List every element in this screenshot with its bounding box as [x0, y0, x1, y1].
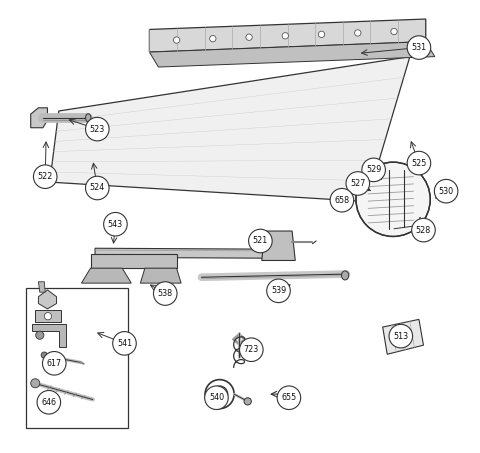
- Polygon shape: [31, 108, 48, 128]
- Text: 513: 513: [393, 332, 408, 341]
- Circle shape: [154, 282, 177, 305]
- Circle shape: [249, 229, 272, 253]
- Text: 617: 617: [47, 359, 62, 368]
- Circle shape: [391, 29, 397, 35]
- Polygon shape: [95, 248, 269, 258]
- Circle shape: [210, 35, 216, 42]
- Circle shape: [407, 151, 431, 175]
- Polygon shape: [91, 254, 177, 268]
- Text: 531: 531: [411, 43, 427, 52]
- Polygon shape: [262, 231, 295, 260]
- Circle shape: [434, 179, 458, 203]
- Circle shape: [113, 332, 136, 355]
- Circle shape: [330, 188, 354, 212]
- Circle shape: [204, 386, 228, 410]
- Circle shape: [240, 338, 263, 361]
- Text: 543: 543: [108, 220, 123, 229]
- Ellipse shape: [265, 248, 274, 258]
- Circle shape: [173, 37, 180, 43]
- Ellipse shape: [85, 114, 91, 122]
- Text: 539: 539: [271, 286, 286, 295]
- Circle shape: [282, 33, 288, 39]
- Polygon shape: [149, 42, 435, 67]
- Circle shape: [346, 172, 370, 195]
- Text: 655: 655: [281, 393, 297, 402]
- Text: 538: 538: [158, 289, 173, 298]
- Text: 658: 658: [335, 196, 349, 205]
- Text: 723: 723: [244, 345, 259, 354]
- Polygon shape: [38, 290, 57, 309]
- Circle shape: [412, 218, 435, 242]
- Text: 528: 528: [416, 226, 431, 235]
- Circle shape: [85, 176, 109, 200]
- Text: 527: 527: [350, 179, 365, 188]
- Circle shape: [36, 331, 44, 339]
- Text: 646: 646: [41, 398, 56, 407]
- Circle shape: [277, 386, 300, 410]
- Circle shape: [212, 386, 228, 402]
- Circle shape: [104, 212, 127, 236]
- Text: 523: 523: [90, 125, 105, 134]
- Circle shape: [389, 324, 413, 348]
- Polygon shape: [383, 319, 423, 354]
- Text: 540: 540: [209, 393, 224, 402]
- Circle shape: [356, 162, 430, 236]
- Circle shape: [85, 117, 109, 141]
- Ellipse shape: [341, 271, 348, 280]
- Circle shape: [318, 31, 324, 38]
- Polygon shape: [35, 310, 61, 322]
- Polygon shape: [32, 324, 66, 347]
- Text: 524: 524: [90, 183, 105, 193]
- Text: 522: 522: [37, 172, 53, 181]
- Text: 530: 530: [439, 187, 454, 196]
- Circle shape: [31, 379, 40, 388]
- Polygon shape: [82, 268, 132, 283]
- Circle shape: [244, 398, 252, 405]
- FancyBboxPatch shape: [26, 288, 128, 428]
- Polygon shape: [38, 282, 45, 292]
- Text: 541: 541: [117, 339, 132, 348]
- Circle shape: [34, 165, 57, 188]
- Polygon shape: [50, 57, 410, 202]
- Circle shape: [41, 352, 48, 358]
- Polygon shape: [149, 19, 426, 52]
- Polygon shape: [140, 268, 181, 283]
- Text: 521: 521: [253, 236, 268, 246]
- Circle shape: [43, 352, 66, 375]
- Circle shape: [37, 390, 60, 414]
- Circle shape: [362, 158, 385, 182]
- Text: 525: 525: [411, 159, 427, 168]
- Circle shape: [407, 36, 431, 59]
- Circle shape: [355, 30, 361, 36]
- Circle shape: [267, 279, 290, 303]
- Circle shape: [246, 34, 252, 40]
- Circle shape: [44, 313, 51, 320]
- Text: 529: 529: [366, 165, 381, 174]
